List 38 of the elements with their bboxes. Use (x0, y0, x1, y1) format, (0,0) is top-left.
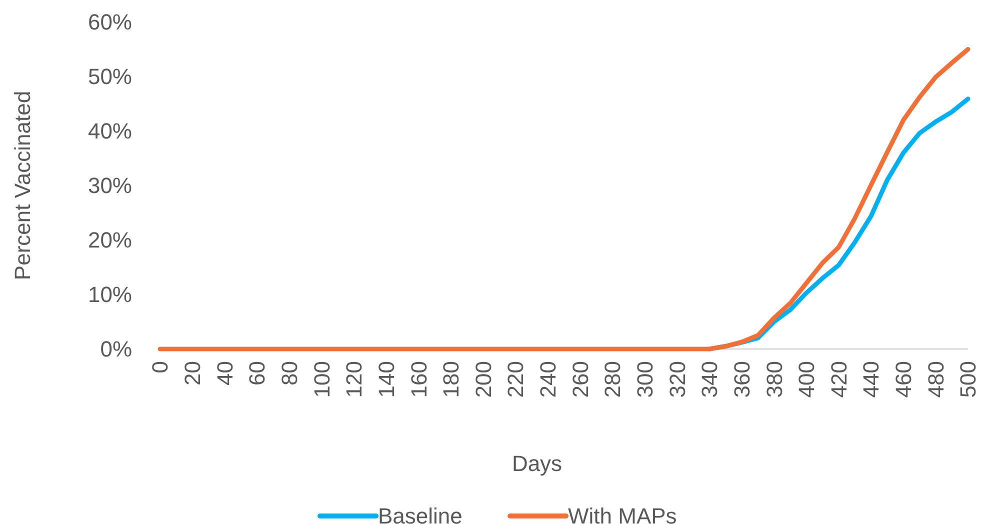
y-tick-label: 40% (88, 118, 132, 144)
x-tick-label: 500 (956, 361, 981, 398)
x-tick-label: 0 (148, 361, 173, 374)
y-tick-label: 50% (88, 64, 132, 90)
x-tick-label: 60 (244, 361, 270, 386)
x-tick-label: 80 (276, 361, 302, 386)
x-tick-label: 100 (309, 361, 334, 398)
x-tick-label: 420 (826, 361, 852, 398)
x-tick-label: 160 (406, 361, 432, 398)
x-tick-label: 480 (923, 361, 948, 398)
y-axis-title: Percent Vaccinated (10, 90, 35, 280)
x-tick-label: 200 (470, 361, 496, 398)
y-tick-label: 10% (88, 282, 132, 308)
x-tick-label: 260 (568, 361, 593, 398)
y-tick-label: 30% (88, 173, 132, 198)
x-tick-label: 280 (600, 361, 626, 398)
x-tick-label: 320 (664, 361, 690, 398)
x-tick-label: 140 (374, 361, 399, 398)
x-tick-label: 440 (858, 361, 884, 398)
line-series (158, 47, 970, 352)
y-tick-label: 20% (88, 228, 132, 253)
x-tick-label: 400 (794, 361, 820, 398)
x-tick-label: 300 (632, 361, 658, 398)
x-tick-label: 40 (212, 361, 238, 386)
x-axis-title: Days (512, 451, 562, 476)
x-tick-label: 360 (729, 361, 754, 398)
x-tick-label: 220 (503, 361, 528, 398)
y-tick-label: 0% (100, 336, 132, 362)
x-tick-label: 240 (536, 361, 561, 398)
x-tick-label: 340 (697, 361, 722, 398)
x-tick-label: 380 (762, 361, 787, 398)
legend-label: Baseline (378, 504, 462, 529)
x-tick-label: 180 (438, 361, 464, 398)
x-tick-label: 460 (891, 361, 916, 398)
x-tick-label: 20 (180, 361, 206, 386)
x-tick-label: 120 (342, 361, 367, 398)
y-tick-label: 60% (88, 10, 132, 35)
legend-label: With MAPs (568, 504, 677, 529)
